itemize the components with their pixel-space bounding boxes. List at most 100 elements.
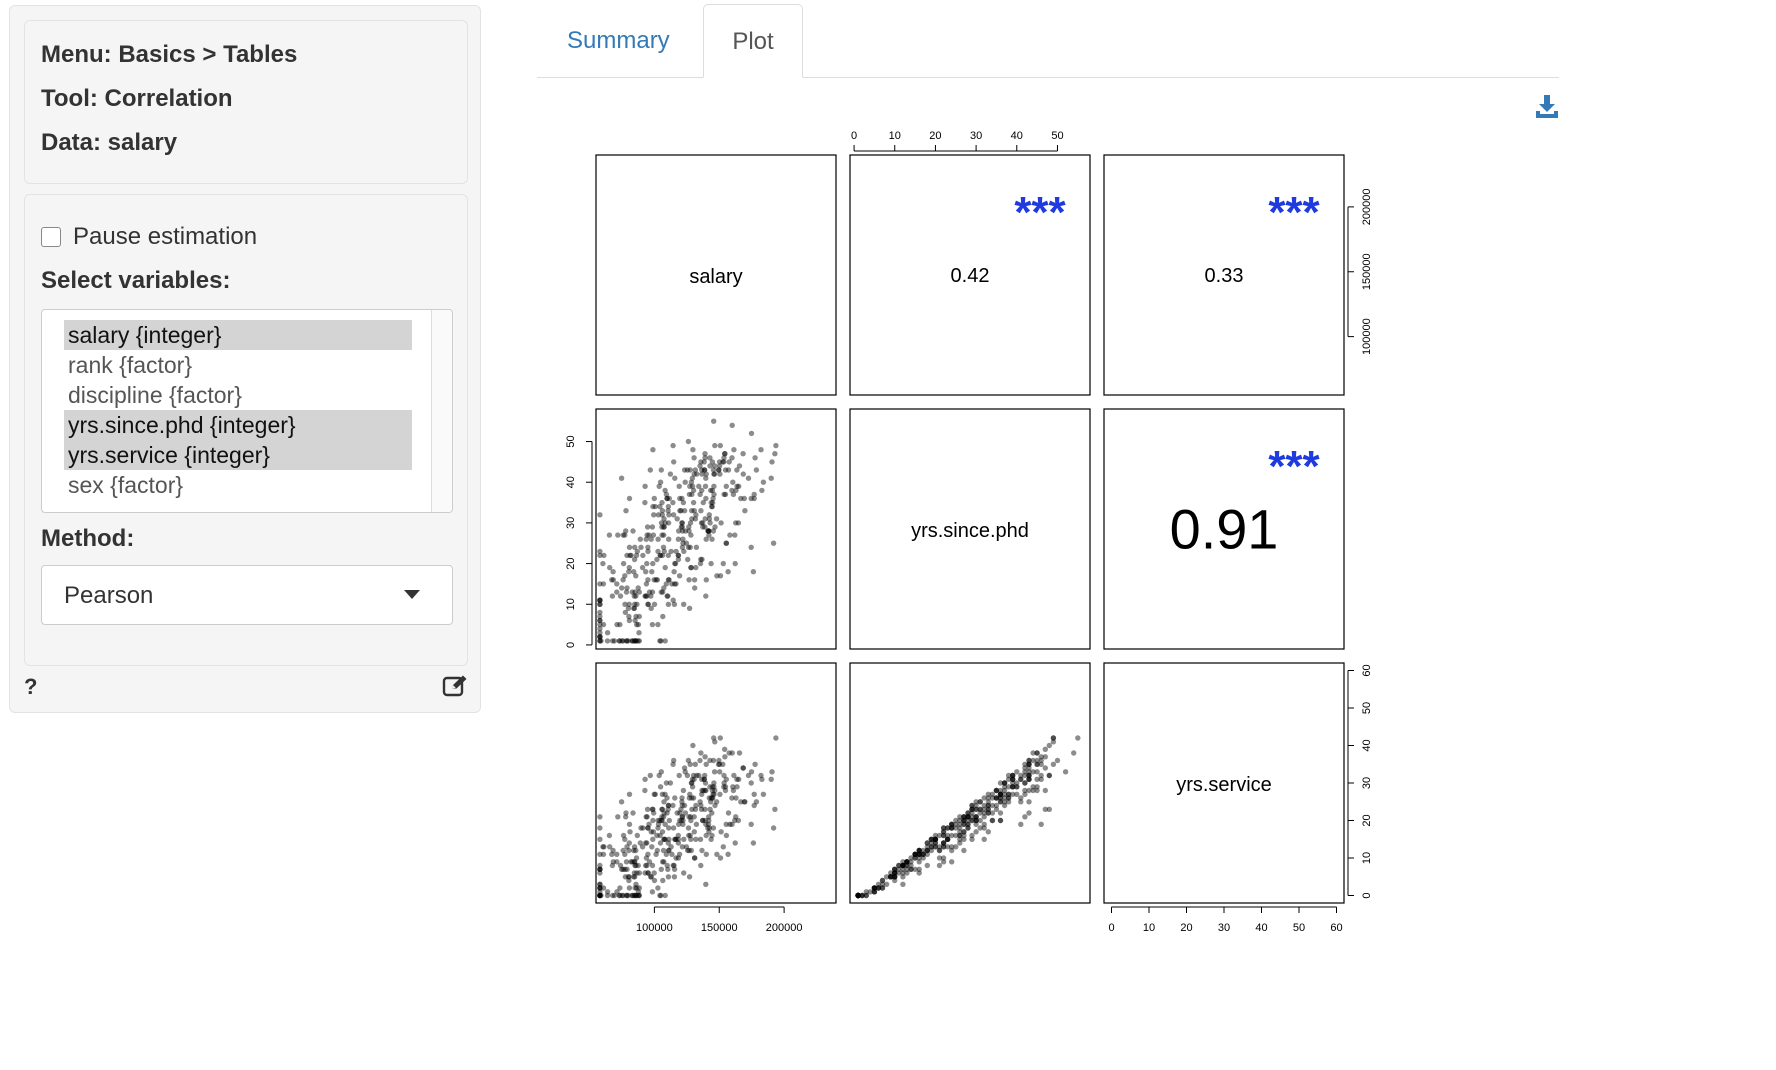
method-select[interactable]: Pearson: [41, 565, 453, 625]
scatter-point: [675, 536, 682, 542]
scatter-point: [867, 889, 873, 895]
help-icon[interactable]: ?: [24, 674, 38, 699]
matrix-panel: [1103, 408, 1345, 650]
download-icon[interactable]: [1534, 94, 1560, 125]
scatter-point: [644, 532, 650, 538]
scatter-point: [666, 817, 672, 824]
scatter-point: [969, 832, 975, 839]
scatter-point: [748, 430, 755, 437]
scatter-point: [689, 784, 696, 790]
scatter-point: [916, 851, 922, 857]
scatter-point: [686, 524, 692, 530]
scatter-point: [663, 851, 669, 857]
scatter-point: [673, 548, 679, 555]
scatter-point: [661, 585, 667, 591]
scatter-point: [626, 617, 633, 624]
scatter-point: [773, 442, 779, 449]
scatter-point: [597, 885, 603, 891]
variable-option[interactable]: discipline {factor}: [68, 382, 242, 408]
pause-estimation-label[interactable]: Pause estimation: [73, 223, 258, 250]
scatter-point: [985, 806, 991, 812]
variables-listbox[interactable]: salary {integer} rank {factor} disciplin…: [41, 309, 453, 513]
scatter-point: [706, 516, 713, 522]
scatter-point: [993, 795, 1000, 801]
variable-option[interactable]: rank {factor}: [68, 352, 193, 378]
scatter-point: [888, 874, 894, 880]
scatter-point: [900, 862, 906, 869]
scatter-point: [675, 855, 682, 861]
variable-option[interactable]: yrs.service {integer}: [64, 440, 412, 470]
scatter-point: [1018, 799, 1024, 805]
variable-option[interactable]: sex {factor}: [68, 472, 184, 498]
scatter-point: [662, 791, 668, 797]
scatter-point: [686, 795, 693, 801]
scatter-point: [713, 799, 720, 805]
scatter-point: [676, 483, 682, 489]
scatter-point: [714, 573, 720, 579]
scatter-point: [679, 520, 685, 526]
scatter-point: [957, 817, 963, 824]
scatter-point: [703, 851, 709, 857]
scatter-point: [727, 532, 733, 538]
variable-option[interactable]: salary {integer}: [64, 320, 412, 350]
scatter-point: [645, 825, 651, 831]
scatter-point: [607, 844, 613, 850]
scatter-point: [697, 463, 703, 469]
pause-estimation-row[interactable]: Pause estimation: [41, 223, 257, 251]
tab-summary[interactable]: Summary: [567, 27, 670, 54]
scatter-point: [667, 780, 674, 786]
scatter-point: [732, 532, 738, 538]
scatter-point: [649, 524, 656, 530]
scatter-point: [989, 802, 996, 809]
scatter-point: [597, 597, 603, 603]
scatter-point: [702, 524, 708, 530]
scatter-point: [736, 483, 742, 489]
scatter-point: [606, 532, 613, 538]
scatter-point: [855, 892, 861, 899]
scatter-point: [632, 874, 638, 880]
scatter-point: [692, 855, 698, 861]
scatter-point: [644, 560, 650, 567]
scatter-point: [714, 851, 720, 857]
caret-down-icon[interactable]: [404, 590, 420, 599]
scatter-point: [655, 817, 661, 824]
scatter-point: [1026, 787, 1032, 794]
scatter-point: [871, 885, 878, 891]
scatter-point: [676, 528, 682, 534]
scatter-point: [597, 892, 603, 899]
pause-estimation-checkbox[interactable]: [41, 227, 61, 247]
matrix-panel: [849, 662, 1091, 904]
variable-option[interactable]: yrs.since.phd {integer}: [64, 410, 412, 440]
scatter-point: [734, 483, 740, 489]
scatter-point: [614, 581, 620, 587]
scatter-point: [928, 836, 935, 842]
sidebar-panel: Menu: Basics > Tables Tool: Correlation …: [9, 5, 481, 713]
scatter-point: [932, 840, 939, 846]
tab-plot[interactable]: Plot: [703, 4, 803, 78]
listbox-scrollbar[interactable]: [431, 310, 452, 512]
method-select-value[interactable]: Pearson: [64, 582, 154, 609]
scatter-point: [702, 467, 708, 473]
scatter-point: [997, 799, 1004, 805]
scatter-point: [928, 840, 935, 846]
scatter-point: [997, 799, 1004, 805]
scatter-point: [1010, 776, 1016, 782]
scatter-point: [609, 638, 616, 644]
scatter-point: [855, 892, 861, 899]
scatter-point: [993, 787, 1000, 794]
scatter-point: [646, 821, 652, 827]
scatter-point: [622, 836, 628, 842]
scatter-point: [686, 874, 693, 880]
scatter-point: [1046, 772, 1052, 779]
edit-icon[interactable]: [442, 674, 468, 703]
scatter-point: [665, 601, 672, 607]
scatter-point: [640, 825, 646, 831]
scatter-point: [597, 617, 603, 624]
scatter-point: [920, 847, 926, 854]
scatter-point: [681, 836, 687, 842]
scatter-point: [631, 870, 638, 876]
scatter-point: [697, 560, 704, 567]
scatter-point: [708, 499, 714, 506]
scatter-point: [654, 832, 660, 839]
scatter-point: [677, 810, 683, 816]
